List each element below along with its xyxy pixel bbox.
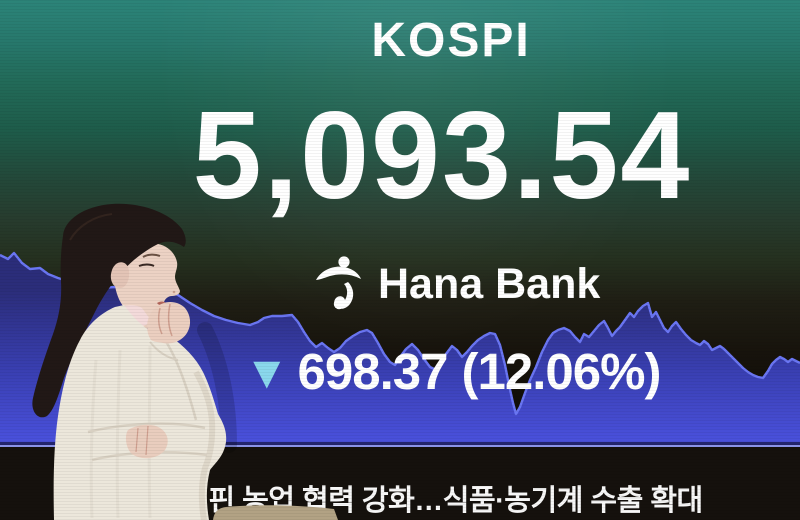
skirt [213, 505, 338, 520]
chart-line [0, 251, 800, 416]
eye [138, 263, 155, 267]
down-triangle-icon: ▼ [244, 345, 290, 398]
chart-bottom-highlight [0, 445, 800, 448]
resting-finger-lines [135, 425, 149, 456]
person-shadow [197, 322, 237, 453]
index-title: KOSPI [371, 14, 531, 67]
sweater [53, 305, 227, 520]
change-value: 698.37 [297, 343, 449, 400]
bank-logo: Hana Bank [314, 255, 600, 313]
chart-bottom-edge [0, 442, 800, 445]
bank-name: Hana Bank [378, 259, 601, 308]
ear [110, 262, 130, 288]
cuff [149, 341, 179, 361]
change-percent: (12.06%) [461, 343, 662, 400]
eyebrow [142, 253, 161, 258]
sweater-shading [193, 370, 216, 520]
index-value: 5,093.54 [192, 87, 692, 225]
nostril [172, 290, 176, 294]
hair [32, 203, 186, 418]
index-change: ▼ 698.37 (12.06%) [244, 343, 662, 400]
finger-lines [157, 303, 173, 337]
hair-highlight [69, 213, 113, 241]
hana-symbol-icon [316, 256, 361, 310]
